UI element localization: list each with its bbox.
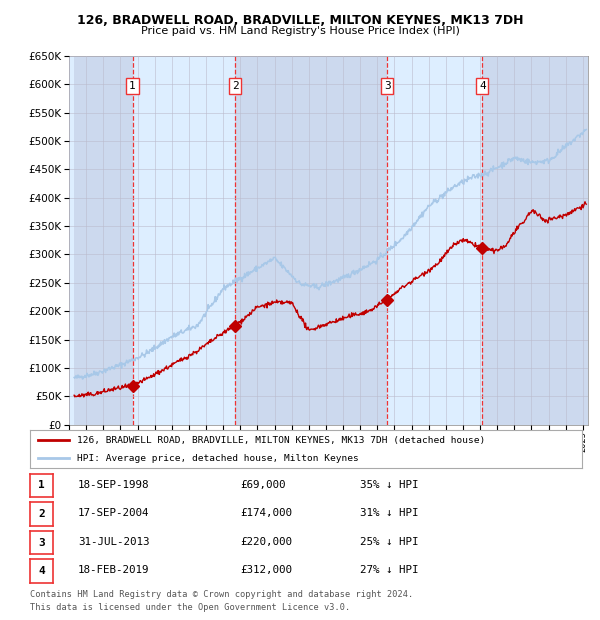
Bar [235, 56, 387, 425]
Text: 4: 4 [479, 81, 485, 91]
Bar [387, 56, 482, 425]
Text: 18-FEB-2019: 18-FEB-2019 [78, 565, 149, 575]
Text: 3: 3 [384, 81, 391, 91]
Text: 1: 1 [38, 480, 45, 490]
Text: 18-SEP-1998: 18-SEP-1998 [78, 480, 149, 490]
Text: 4: 4 [38, 566, 45, 576]
Text: 17-SEP-2004: 17-SEP-2004 [78, 508, 149, 518]
Text: This data is licensed under the Open Government Licence v3.0.: This data is licensed under the Open Gov… [30, 603, 350, 612]
Text: 2: 2 [38, 509, 45, 519]
Bar [482, 56, 588, 425]
Text: £174,000: £174,000 [240, 508, 292, 518]
Bar [74, 56, 133, 425]
Text: 35% ↓ HPI: 35% ↓ HPI [360, 480, 419, 490]
Text: 126, BRADWELL ROAD, BRADVILLE, MILTON KEYNES, MK13 7DH (detached house): 126, BRADWELL ROAD, BRADVILLE, MILTON KE… [77, 435, 485, 445]
Bar [133, 56, 235, 425]
Text: £312,000: £312,000 [240, 565, 292, 575]
Text: 2: 2 [232, 81, 239, 91]
Text: 31-JUL-2013: 31-JUL-2013 [78, 537, 149, 547]
Text: 3: 3 [38, 538, 45, 547]
Text: HPI: Average price, detached house, Milton Keynes: HPI: Average price, detached house, Milt… [77, 454, 359, 463]
Text: Contains HM Land Registry data © Crown copyright and database right 2024.: Contains HM Land Registry data © Crown c… [30, 590, 413, 599]
Text: £69,000: £69,000 [240, 480, 286, 490]
Text: 31% ↓ HPI: 31% ↓ HPI [360, 508, 419, 518]
Text: 1: 1 [129, 81, 136, 91]
Text: 126, BRADWELL ROAD, BRADVILLE, MILTON KEYNES, MK13 7DH: 126, BRADWELL ROAD, BRADVILLE, MILTON KE… [77, 14, 523, 27]
Text: £220,000: £220,000 [240, 537, 292, 547]
Text: 27% ↓ HPI: 27% ↓ HPI [360, 565, 419, 575]
Text: 25% ↓ HPI: 25% ↓ HPI [360, 537, 419, 547]
Text: Price paid vs. HM Land Registry's House Price Index (HPI): Price paid vs. HM Land Registry's House … [140, 26, 460, 36]
